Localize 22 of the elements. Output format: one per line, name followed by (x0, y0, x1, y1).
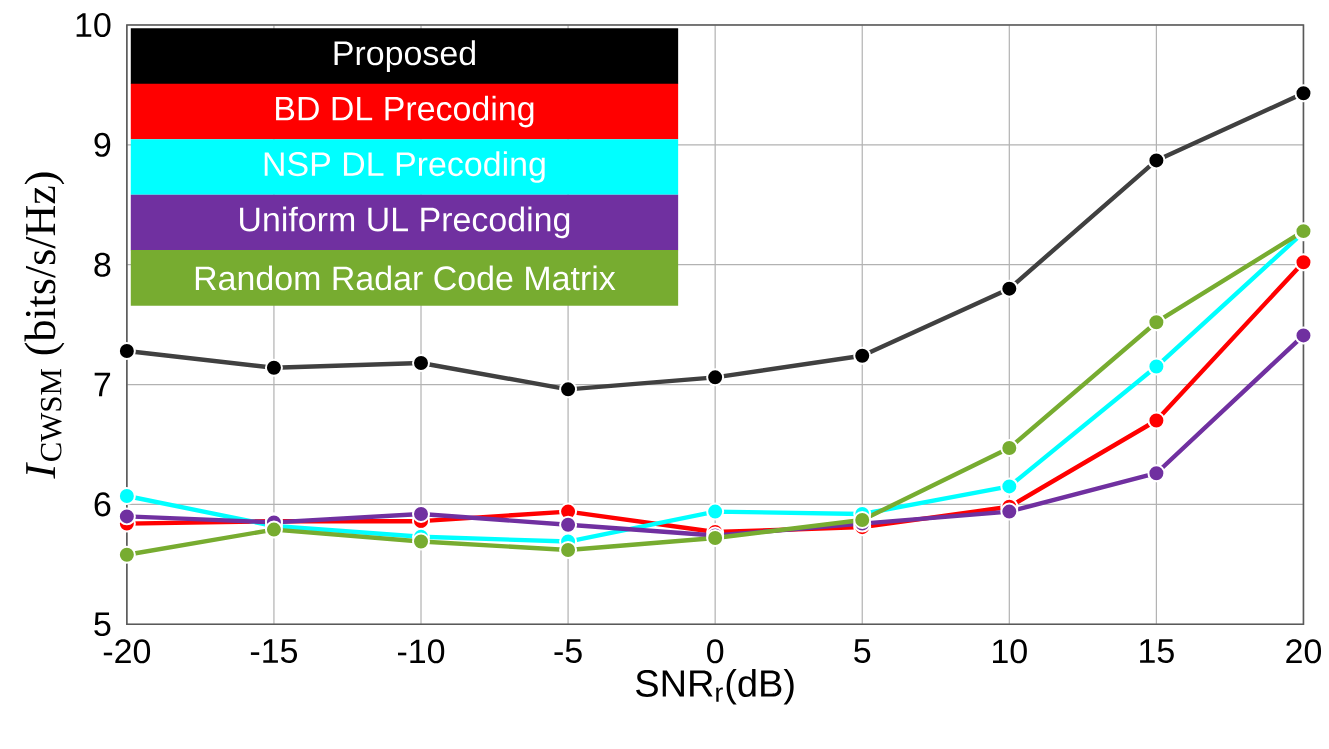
x-tick-label: 10 (993, 639, 1027, 664)
x-tick-label: -5 (554, 639, 582, 663)
y-tick-label: 7 (94, 372, 111, 397)
text: Uniform UL Precoding (240, 206, 570, 239)
text: Random Radar Code Matrix (195, 265, 616, 291)
x-tick-label: 15 (1140, 639, 1174, 663)
text: BD DL Precoding (276, 95, 534, 128)
x-tick-label: 5 (854, 639, 871, 663)
y-tick-label: 10 (76, 12, 111, 37)
y-tick-label: 5 (94, 612, 111, 637)
y-axis-title: I$_{CWSM}$ (bits/s/Hz) (24, 172, 65, 479)
x-tick-label: 0 (707, 639, 724, 664)
x-tick-label: 20 (1286, 639, 1322, 664)
y-tick-label: 6 (94, 492, 111, 517)
text: NSP DL Precoding (264, 151, 545, 183)
text: Proposed (334, 40, 475, 72)
x-axis-title: SNR$_{r}$(dB) (636, 669, 794, 705)
y-tick-label: 9 (94, 132, 111, 157)
x-tick-label: -15 (250, 639, 298, 663)
x-tick-label: -10 (397, 639, 445, 664)
x-tick-label: -20 (103, 639, 151, 664)
y-tick-label: 8 (94, 252, 111, 277)
